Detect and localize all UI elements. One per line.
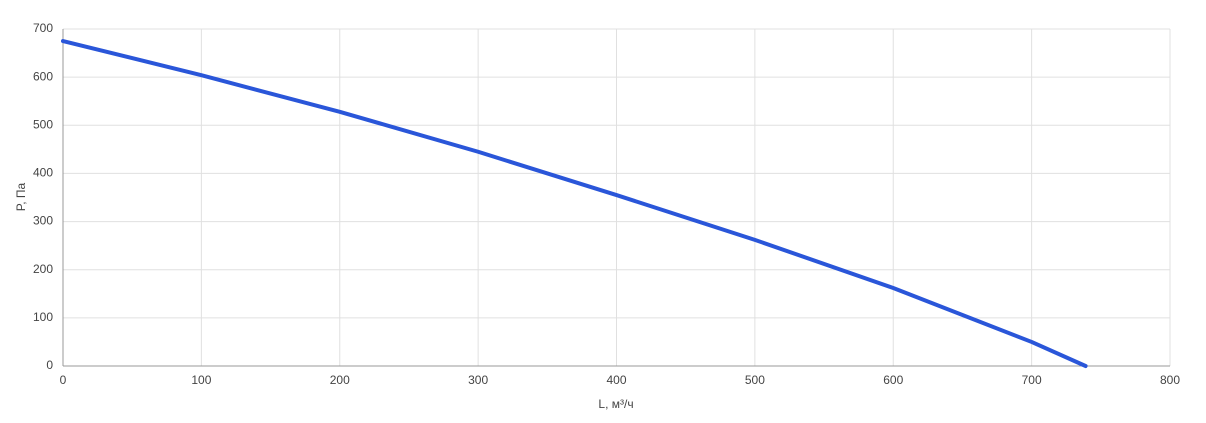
y-tick-label: 100 — [33, 310, 53, 324]
y-tick-label: 0 — [46, 358, 53, 372]
y-tick-label: 200 — [33, 262, 53, 276]
x-tick-label: 300 — [468, 373, 488, 387]
y-tick-label: 600 — [33, 69, 53, 83]
x-tick-label: 100 — [191, 373, 211, 387]
y-tick-label: 700 — [33, 21, 53, 35]
x-tick-label: 0 — [60, 373, 67, 387]
line — [61, 39, 1088, 368]
x-axis-label: L, м³/ч — [598, 397, 633, 411]
x-tick-label: 800 — [1160, 373, 1180, 387]
x-tick-label: 600 — [883, 373, 903, 387]
y-tick-label: 400 — [33, 166, 53, 180]
x-tick-label: 200 — [330, 373, 350, 387]
y-tick-label: 300 — [33, 214, 53, 228]
y-axis-label: P, Па — [14, 182, 28, 211]
y-tick-label: 500 — [33, 117, 53, 131]
x-tick-label: 500 — [745, 373, 765, 387]
x-tick-label: 400 — [606, 373, 626, 387]
x-tick-label: 700 — [1022, 373, 1042, 387]
